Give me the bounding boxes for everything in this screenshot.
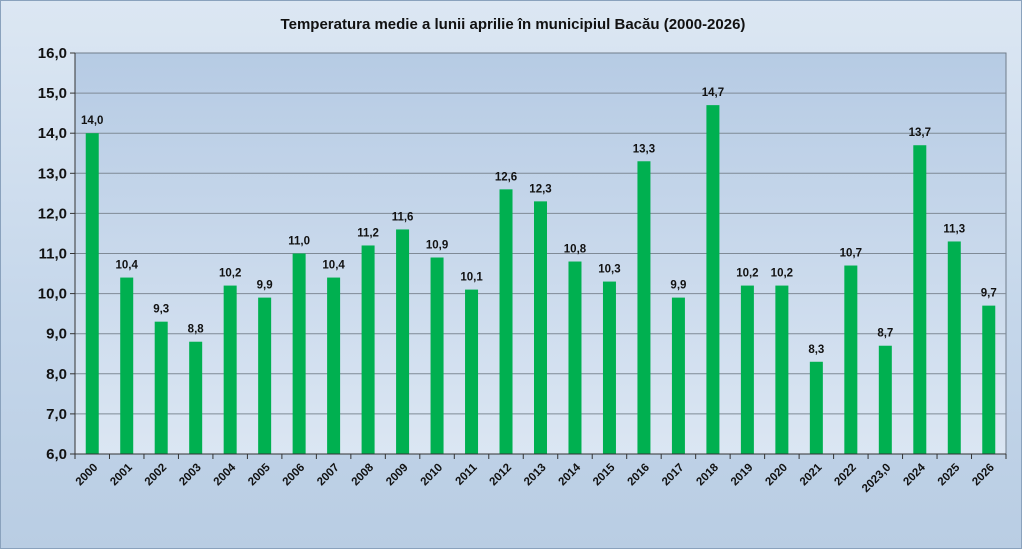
bar-2016	[637, 161, 651, 454]
x-tick-label-2018: 2018	[694, 461, 721, 488]
x-tick-label-2000: 2000	[74, 462, 101, 489]
data-label-2007: 10,4	[322, 260, 345, 272]
data-label-2021: 8,3	[808, 344, 824, 356]
bar-2022	[844, 265, 858, 454]
data-label-2004: 10,2	[219, 268, 241, 280]
bar-2025	[947, 241, 961, 454]
data-label-2023,0: 8,7	[877, 328, 893, 340]
y-tick-label: 6,0	[46, 446, 67, 463]
x-axis: 2000 2001 2002 2003 2004 2005 2006 2007 2008 2009…	[74, 453, 1007, 495]
bar-2012	[499, 189, 513, 454]
data-label-2014: 10,8	[564, 244, 587, 256]
bar-2003	[189, 341, 203, 454]
bar-2002	[154, 321, 168, 454]
bar-2001	[120, 277, 134, 454]
x-tick-label-2020: 2020	[763, 462, 790, 489]
x-tick-label-2008: 2008	[350, 461, 377, 488]
x-tick-label-2021: 2021	[798, 461, 825, 488]
x-tick-label-2013: 2013	[522, 462, 549, 489]
x-tick-label-2010: 2010	[419, 462, 446, 489]
bar-2011	[465, 289, 479, 454]
x-tick-label-2015: 2015	[591, 461, 618, 488]
y-tick-label: 16,0	[38, 45, 67, 62]
bar-2014	[568, 261, 582, 454]
x-tick-label-2004: 2004	[212, 461, 239, 488]
bar-2006	[292, 253, 306, 454]
bar-2021	[809, 361, 823, 454]
y-tick-label: 10,0	[38, 286, 67, 303]
x-tick-label-2026: 2026	[970, 462, 997, 489]
x-tick-label-2007: 2007	[315, 462, 342, 489]
data-label-2009: 11,6	[392, 211, 414, 223]
data-label-2020: 10,2	[771, 268, 793, 280]
x-tick-label-2023,0: 2023,0	[860, 462, 893, 495]
x-tick-label-2005: 2005	[246, 461, 273, 488]
x-tick-label-2012: 2012	[488, 462, 515, 489]
y-tick-label: 8,0	[46, 366, 67, 383]
data-label-2024: 13,7	[909, 127, 931, 139]
y-axis: 6,0 7,0 8,0 9,0 10,0 11,0 12,0 13,0 14,0 15,0 16,0	[38, 45, 76, 463]
data-label-2006: 11,0	[288, 236, 310, 248]
data-label-2013: 12,3	[529, 183, 551, 195]
x-tick-label-2011: 2011	[454, 461, 481, 488]
y-tick-label: 14,0	[38, 125, 67, 142]
data-labels: 14,0 10,4 9,3 8,8 10,2 9,9 11,0 10,4 11,2 11,6 10,…	[81, 87, 997, 356]
x-tick-label-2016: 2016	[625, 462, 652, 489]
bar-2010	[430, 257, 444, 454]
x-tick-label-2001: 2001	[108, 461, 135, 488]
data-label-2003: 8,8	[188, 324, 205, 336]
bar-2013	[534, 201, 547, 454]
bar-2023,0	[878, 345, 892, 454]
bar-2015	[602, 281, 616, 454]
y-tick-label: 11,0	[39, 246, 67, 263]
data-label-2019: 10,2	[736, 268, 758, 280]
data-label-2010: 10,9	[426, 240, 448, 252]
data-label-2002: 9,3	[153, 304, 169, 316]
data-label-2001: 10,4	[116, 260, 139, 272]
x-tick-label-2003: 2003	[177, 462, 204, 489]
data-label-2016: 13,3	[633, 143, 655, 155]
x-tick-label-2024: 2024	[901, 461, 928, 488]
data-label-2022: 10,7	[840, 248, 862, 260]
bar-2024	[913, 145, 927, 455]
y-tick-label: 7,0	[46, 406, 67, 423]
data-label-2008: 11,2	[357, 227, 379, 239]
data-label-2018: 14,7	[702, 87, 724, 99]
bars	[85, 105, 996, 455]
data-label-2026: 9,7	[981, 288, 997, 300]
data-label-2015: 10,3	[598, 264, 620, 276]
bar-2017	[671, 297, 685, 454]
bar-2019	[740, 285, 754, 454]
chart-title: Temperatura medie a lunii aprilie în mun…	[281, 16, 746, 33]
x-tick-label-2006: 2006	[281, 462, 308, 489]
y-tick-label: 15,0	[38, 85, 67, 102]
x-tick-label-2025: 2025	[936, 461, 963, 488]
bar-2009	[396, 229, 410, 454]
data-label-2000: 14,0	[81, 115, 103, 127]
x-tick-label-2009: 2009	[384, 462, 411, 489]
data-label-2017: 9,9	[670, 280, 686, 292]
bar-2020	[775, 285, 789, 454]
data-label-2012: 12,6	[495, 171, 517, 183]
x-tick-label-2002: 2002	[143, 462, 170, 489]
data-label-2011: 10,1	[460, 272, 483, 284]
y-tick-label: 12,0	[38, 205, 67, 222]
x-tick-label-2017: 2017	[660, 462, 687, 489]
data-label-2025: 11,3	[943, 223, 965, 235]
x-tick-label-2022: 2022	[832, 462, 859, 489]
x-tick-label-2019: 2019	[729, 462, 756, 489]
bar-2026	[982, 305, 996, 454]
bar-2000	[85, 133, 99, 454]
data-label-2005: 9,9	[257, 280, 273, 292]
bar-2008	[361, 245, 375, 454]
bar-2018	[706, 105, 720, 454]
y-tick-label: 9,0	[46, 326, 67, 343]
bar-2004	[223, 285, 237, 454]
x-tick-label-2014: 2014	[557, 461, 584, 488]
y-tick-label: 13,0	[38, 165, 67, 182]
bar-2005	[258, 297, 272, 454]
bar-2007	[327, 277, 341, 454]
